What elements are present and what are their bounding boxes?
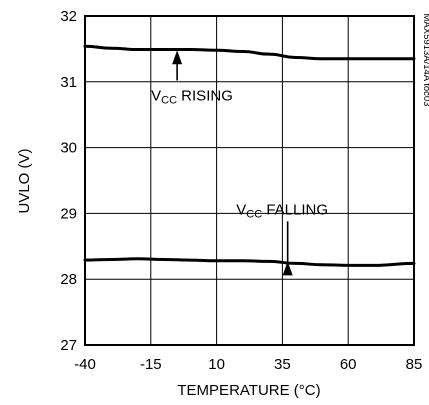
- figure-code-label: MAX5913A/14A toc03: [421, 14, 429, 107]
- y-tick-labels: 27 28 29 30 31 32: [60, 8, 77, 354]
- x-axis-label: TEMPERATURE (°C): [177, 382, 320, 399]
- series-lines: [83, 44, 416, 267]
- annotation-arrow-head-1: [282, 261, 293, 276]
- y-tick-label-5: 32: [60, 8, 77, 25]
- annotation-label-0: VCC RISING: [151, 87, 233, 106]
- annotations: VCC RISING VCC FALLING: [151, 50, 328, 276]
- y-tick-label-3: 30: [60, 140, 77, 157]
- x-tick-label-4: 60: [340, 356, 357, 373]
- y-axis-label: UVLO (V): [16, 148, 33, 213]
- plot-frame: [84, 15, 415, 346]
- y-tick-label-1: 28: [60, 271, 77, 288]
- x-tick-label-3: 35: [274, 356, 291, 373]
- annotation-label-1: VCC FALLING: [236, 201, 328, 220]
- series-line-0: [83, 44, 416, 61]
- annotation-arrow-head-0: [172, 50, 183, 65]
- x-tick-label-5: 85: [406, 356, 423, 373]
- y-tick-label-4: 31: [60, 74, 77, 91]
- y-tick-label-2: 29: [60, 205, 77, 222]
- y-tick-label-0: 27: [60, 337, 77, 354]
- grid-lines: [84, 15, 415, 346]
- x-tick-label-1: -15: [140, 356, 162, 373]
- x-tick-labels: -40 -15 10 35 60 85: [74, 356, 422, 373]
- x-tick-label-0: -40: [74, 356, 96, 373]
- x-tick-label-2: 10: [208, 356, 225, 373]
- series-line-1: [83, 257, 416, 267]
